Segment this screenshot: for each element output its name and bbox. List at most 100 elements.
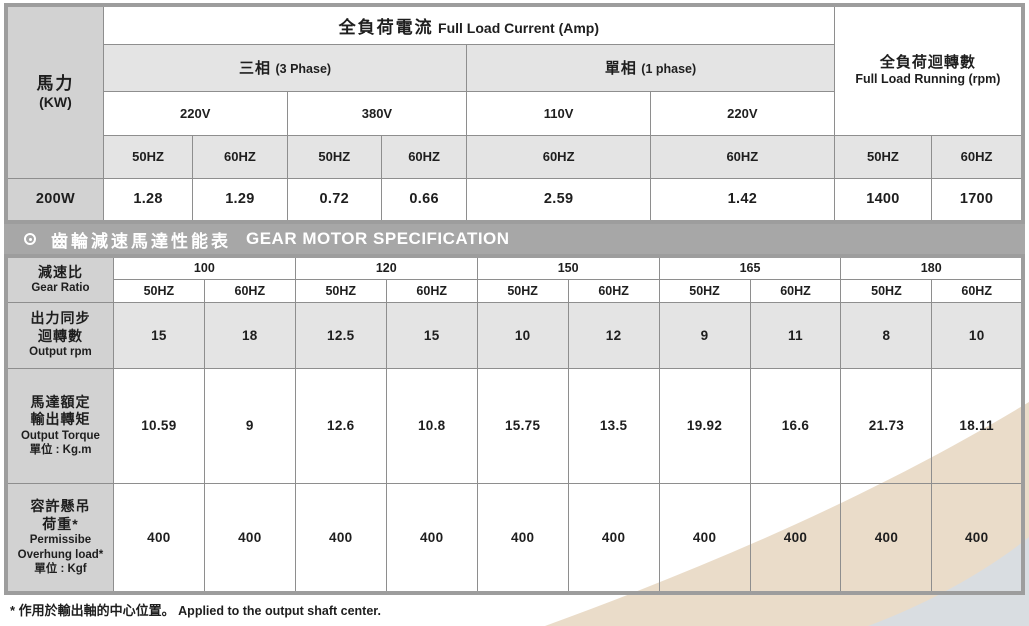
output-rpm-value-cell: 9 (658, 301, 751, 369)
overhung-load-value-cell: 400 (931, 482, 1024, 594)
horsepower-label-en: (KW) (39, 94, 72, 111)
current-value-cell: 1.29 (192, 177, 288, 223)
footnote: * 作用於輸出軸的中心位置。 Applied to the output sha… (4, 600, 1025, 619)
hz-cell: 50HZ (833, 134, 933, 179)
overhung-load-value-cell: 400 (294, 482, 387, 594)
output-rpm-value-cell: 15 (112, 301, 205, 369)
rpm-value-cell: 1400 (833, 177, 933, 223)
output-torque-value-cell: 16.6 (749, 367, 842, 484)
full-load-current-label-en: Full Load Current (Amp) (438, 19, 600, 36)
voltage-220v-1ph-cell: 220V (649, 90, 835, 136)
overhung-load-value-cell: 400 (476, 482, 569, 594)
output-rpm-label-en: Output rpm (29, 346, 92, 359)
three-phase-label-zh: 三相 (239, 60, 272, 77)
ratio-cell: 150 (476, 255, 660, 280)
output-torque-unit-label: 單位 : Kg.m (29, 444, 92, 456)
output-torque-header-cell: 馬達額定 輸出轉矩 Output Torque 單位 : Kg.m (5, 367, 114, 484)
overhung-load-label-en1: Permissibe (29, 534, 92, 547)
current-value-cell: 1.42 (649, 177, 835, 223)
single-phase-label-en: (1 phase) (641, 62, 697, 76)
output-torque-value-cell: 19.92 (658, 367, 751, 484)
output-torque-value-cell: 10.59 (112, 367, 205, 484)
section-title-en: GEAR MOTOR SPECIFICATION (246, 229, 510, 248)
hz-cell: 60HZ (931, 134, 1024, 179)
output-torque-label-zh2: 輸出轉矩 (30, 411, 91, 428)
hz-cell: 60HZ (567, 278, 660, 303)
ratio-cell: 180 (840, 255, 1024, 280)
full-load-running-label-zh: 全負荷迴轉數 (879, 53, 976, 71)
output-torque-label-zh1: 馬達額定 (30, 393, 91, 410)
footnote-text-zh: * 作用於輸出軸的中心位置。 (10, 603, 175, 618)
output-rpm-value-cell: 11 (749, 301, 842, 369)
output-rpm-value-cell: 12 (567, 301, 660, 369)
overhung-load-label-en2: Overhung load* (17, 548, 104, 561)
section-title-zh: 齒輪減速馬達性能表 (51, 231, 231, 251)
horsepower-header-cell: 馬力 (KW) (5, 4, 104, 179)
horsepower-label-zh: 馬力 (36, 73, 75, 93)
output-rpm-label-zh2: 迴轉數 (37, 327, 83, 344)
hz-cell: 50HZ (102, 134, 194, 179)
overhung-load-value-cell: 400 (749, 482, 842, 594)
overhung-load-value-cell: 400 (112, 482, 205, 594)
hz-cell: 60HZ (385, 278, 478, 303)
hz-cell: 60HZ (466, 134, 651, 179)
current-value-cell: 0.72 (286, 177, 382, 223)
hz-cell: 50HZ (294, 278, 387, 303)
ratio-cell: 165 (658, 255, 842, 280)
overhung-load-value-cell: 400 (203, 482, 296, 594)
output-torque-label-en: Output Torque (20, 429, 100, 442)
output-rpm-value-cell: 10 (931, 301, 1024, 369)
output-torque-value-cell: 12.6 (294, 367, 387, 484)
output-rpm-value-cell: 15 (385, 301, 478, 369)
hz-cell: 50HZ (476, 278, 569, 303)
voltage-220v-3ph-cell: 220V (102, 90, 288, 136)
fisheye-bullet-icon (24, 233, 36, 245)
gear-motor-spec-table: 減速比 Gear Ratio 100 120 150 165 180 50HZ … (4, 254, 1025, 595)
overhung-load-header-cell: 容許懸吊 荷重* Permissibe Overhung load* 單位 : … (5, 482, 114, 594)
output-torque-value-cell: 9 (203, 367, 296, 484)
output-rpm-label-zh1: 出力同步 (30, 310, 91, 327)
hz-cell: 60HZ (931, 278, 1024, 303)
section-title-bar: 齒輪減速馬達性能表 GEAR MOTOR SPECIFICATION (4, 224, 1025, 254)
overhung-load-value-cell: 400 (385, 482, 478, 594)
full-load-current-table: 馬力 (KW) 全負荷電流 Full Load Current (Amp) 全負… (4, 3, 1025, 224)
gear-ratio-label-zh: 減速比 (37, 263, 83, 280)
output-rpm-value-cell: 18 (203, 301, 296, 369)
hz-cell: 50HZ (658, 278, 751, 303)
rpm-value-cell: 1700 (931, 177, 1024, 223)
overhung-load-label-zh1: 容許懸吊 (30, 498, 91, 515)
overhung-load-value-cell: 400 (840, 482, 933, 594)
spec-sheet: 馬力 (KW) 全負荷電流 Full Load Current (Amp) 全負… (4, 3, 1025, 619)
current-value-cell: 1.28 (102, 177, 194, 223)
motor-power-cell: 200W (5, 177, 104, 223)
full-load-current-header-cell: 全負荷電流 Full Load Current (Amp) (102, 4, 835, 45)
output-rpm-value-cell: 8 (840, 301, 933, 369)
voltage-380v-3ph-cell: 380V (286, 90, 468, 136)
full-load-running-label-en: Full Load Running (rpm) (855, 72, 1001, 87)
full-load-current-label-zh: 全負荷電流 (338, 17, 434, 37)
single-phase-label-zh: 單相 (604, 60, 637, 77)
output-torque-value-cell: 10.8 (385, 367, 478, 484)
three-phase-header-cell: 三相 (3 Phase) (102, 43, 468, 92)
ratio-cell: 120 (294, 255, 478, 280)
hz-cell: 60HZ (749, 278, 842, 303)
output-torque-value-cell: 15.75 (476, 367, 569, 484)
overhung-load-value-cell: 400 (567, 482, 660, 594)
output-torque-value-cell: 21.73 (840, 367, 933, 484)
three-phase-label-en: (3 Phase) (275, 62, 332, 76)
output-rpm-value-cell: 10 (476, 301, 569, 369)
gray-swoosh-shape (868, 537, 1029, 626)
hz-cell: 50HZ (840, 278, 933, 303)
current-value-cell: 2.59 (466, 177, 651, 223)
hz-cell: 60HZ (649, 134, 835, 179)
hz-cell: 60HZ (192, 134, 288, 179)
footnote-text-en: Applied to the output shaft center. (178, 604, 381, 618)
overhung-load-value-cell: 400 (658, 482, 751, 594)
gear-ratio-header-cell: 減速比 Gear Ratio (5, 255, 114, 303)
single-phase-header-cell: 單相 (1 phase) (466, 43, 835, 92)
overhung-load-unit-label: 單位 : Kgf (34, 562, 87, 575)
current-value-cell: 0.66 (380, 177, 468, 223)
ratio-cell: 100 (112, 255, 296, 280)
output-rpm-header-cell: 出力同步 迴轉數 Output rpm (5, 301, 114, 369)
hz-cell: 50HZ (286, 134, 382, 179)
